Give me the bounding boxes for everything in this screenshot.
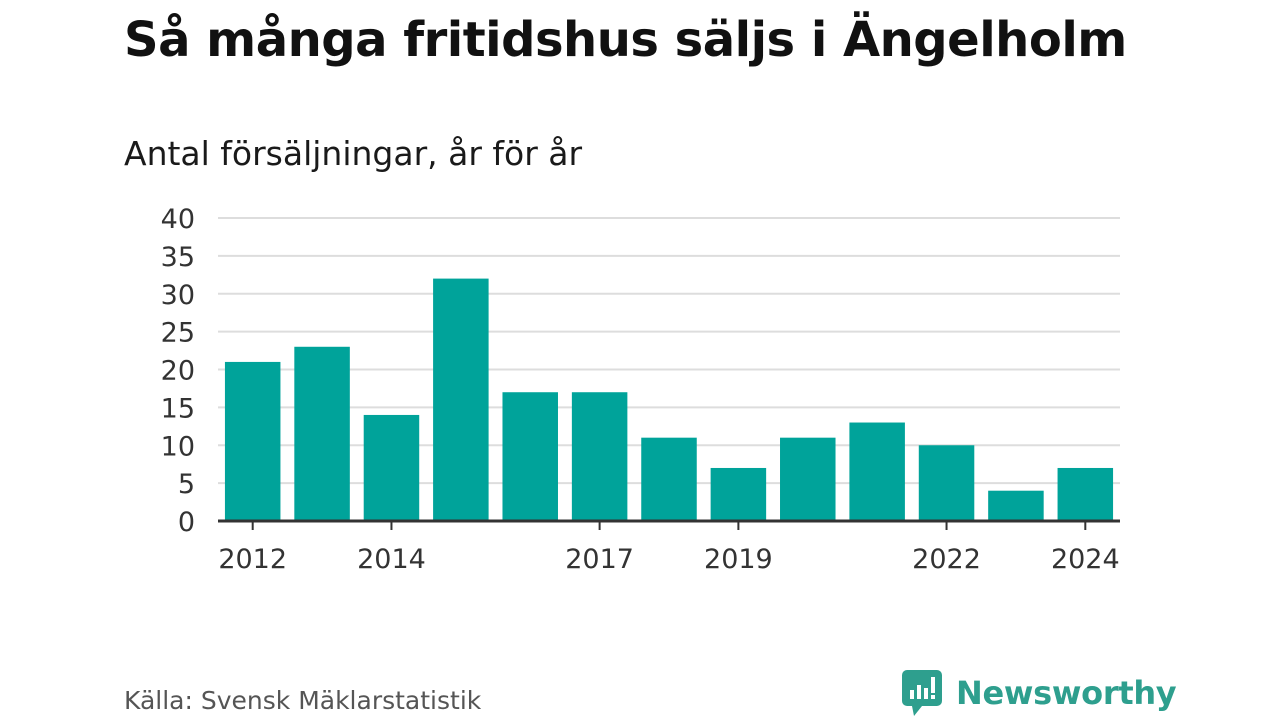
bar-2021 [849,422,905,521]
bar-2018 [641,437,697,521]
chart-subtitle: Antal försäljningar, år för år [124,134,583,173]
chart-title: Så många fritidshus säljs i Ängelholm [124,12,1127,68]
source-note: Källa: Svensk Mäklarstatistik [124,686,482,715]
y-tick-label: 20 [161,356,195,387]
bar-2024 [1057,467,1114,521]
y-tick-label: 5 [178,469,195,500]
newsworthy-logo-text: Newsworthy [956,674,1177,712]
bar-2015 [433,278,489,521]
bar-2013 [294,346,350,521]
newsworthy-logo: Newsworthy [902,670,1177,716]
x-tick-label: 2012 [218,544,287,575]
x-tick-label: 2017 [565,544,634,575]
bar-2012 [224,361,281,521]
grid-lines [218,217,1120,485]
x-tick-label: 2024 [1051,544,1120,575]
y-tick-label: 35 [161,242,195,273]
y-tick-label: 25 [161,318,195,349]
x-axis-ticks: 2012 2014 2017 2019 2022 2024 [218,521,1120,575]
x-tick-label: 2014 [357,544,426,575]
x-tick-label: 2019 [704,544,773,575]
bar-2023 [988,490,1044,521]
y-tick-label: 40 [161,204,195,235]
y-tick-label: 15 [161,393,195,424]
y-tick-label: 10 [161,431,195,462]
x-tick-label: 2022 [912,544,981,575]
y-axis-tick-labels: 0 5 10 15 20 25 30 35 40 [161,204,195,538]
newsworthy-logo-icon [902,670,942,716]
bar-2016 [502,392,558,521]
y-tick-label: 0 [178,507,195,538]
bars [224,278,1114,521]
bar-2019 [710,467,767,521]
bar-2022 [918,445,975,521]
bar-2017 [571,392,628,521]
bar-2020 [780,437,836,521]
bar-2014 [363,414,420,521]
y-tick-label: 30 [161,280,195,311]
